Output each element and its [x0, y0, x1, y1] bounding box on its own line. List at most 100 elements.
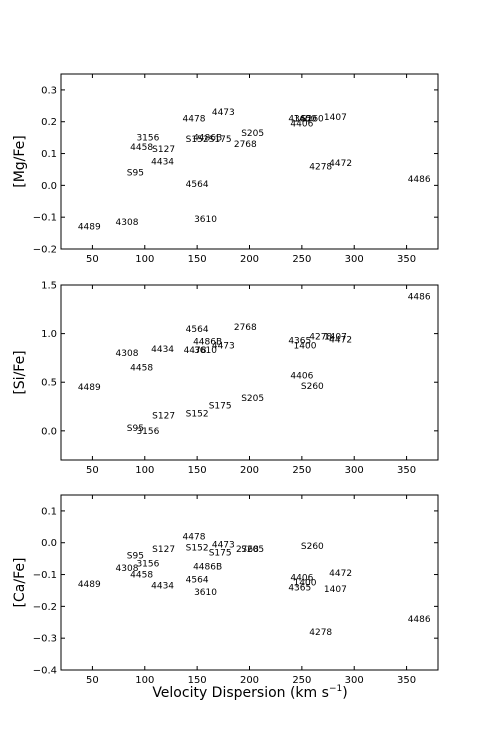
galaxy-label-4406: 4406 — [290, 119, 313, 129]
galaxy-label-4473: 4473 — [212, 341, 235, 351]
galaxy-label-4278: 4278 — [309, 333, 332, 343]
x-tick-label: 250 — [292, 254, 311, 265]
galaxy-label-3156: 3156 — [136, 427, 159, 437]
x-tick-label: 300 — [345, 675, 364, 686]
y-axis-label: [Si/Fe] — [12, 350, 28, 394]
y-tick-label: −0.1 — [33, 213, 57, 224]
galaxy-label-4434: 4434 — [151, 345, 174, 355]
galaxy-label-4478: 4478 — [184, 346, 207, 356]
galaxy-label-1407: 1407 — [324, 585, 347, 595]
galaxy-label-S260: S260 — [301, 542, 324, 552]
galaxy-label-S205: S205 — [241, 394, 264, 404]
galaxy-label-4308: 4308 — [116, 349, 139, 359]
galaxy-label-4489: 4489 — [78, 580, 101, 590]
galaxy-label-S95: S95 — [127, 551, 144, 561]
x-tick-label: 300 — [345, 254, 364, 265]
galaxy-label-4278: 4278 — [309, 162, 332, 172]
galaxy-label-S152: S152 — [186, 409, 209, 419]
galaxy-label-1400: 1400 — [294, 579, 317, 589]
galaxy-label-4308: 4308 — [116, 564, 139, 574]
y-tick-label: 0.0 — [41, 181, 57, 192]
galaxy-label-4472: 4472 — [329, 159, 352, 169]
y-tick-label: 0.0 — [41, 426, 57, 437]
y-tick-label: 1.5 — [41, 281, 57, 292]
panel-3: 50 100 150 200 250 300 350 −0.4 −0.3 −0.2 −0.1 0.0 0… — [12, 494, 439, 686]
x-axis-label-close: ) — [342, 685, 347, 701]
x-tick-label: 100 — [135, 675, 154, 686]
galaxy-label-S260: S260 — [301, 382, 324, 392]
panel-2: 50 100 150 200 250 300 350 0.0 0.5 1.0 1.5 [Si/Fe] 4… — [12, 281, 439, 476]
x-tick-label: 250 — [292, 675, 311, 686]
galaxy-label-S205: S205 — [241, 129, 264, 139]
y-tick-label: 0.0 — [41, 538, 57, 549]
galaxy-label-1400: 1400 — [294, 115, 317, 125]
galaxy-label-S127: S127 — [152, 545, 175, 555]
galaxy-label-2768: 2768 — [234, 323, 257, 333]
y-tick-label: −0.2 — [33, 245, 57, 256]
galaxy-label-S95: S95 — [127, 169, 144, 179]
galaxy-label-4478: 4478 — [183, 532, 206, 542]
x-tick-label: 100 — [135, 254, 154, 265]
galaxy-label-S175: S175 — [209, 548, 232, 558]
galaxy-label-4489: 4489 — [78, 223, 101, 233]
plot-frame — [60, 284, 439, 461]
x-tick-label: 200 — [240, 254, 259, 265]
galaxy-label-4564: 4564 — [186, 325, 209, 335]
x-tick-label: 50 — [86, 254, 99, 265]
x-tick-label: 250 — [292, 465, 311, 476]
x-axis-label-sup: −1 — [329, 684, 342, 694]
galaxy-label-4486B: 4486B — [193, 134, 222, 144]
y-tick-label: 0.3 — [41, 85, 57, 96]
galaxy-label-S205: S205 — [241, 545, 264, 555]
galaxy-label-2768: 2768 — [236, 545, 259, 555]
x-tick-label: 200 — [240, 465, 259, 476]
x-tick-label: 50 — [86, 675, 99, 686]
galaxy-label-4486B: 4486B — [193, 563, 222, 573]
galaxy-label-4486: 4486 — [408, 615, 431, 625]
galaxy-label-4489: 4489 — [78, 383, 101, 393]
x-axis-label: Velocity Dispersion (km s−1) — [152, 684, 347, 701]
galaxy-label-4472: 4472 — [329, 335, 352, 345]
galaxy-label-4458: 4458 — [130, 364, 153, 374]
galaxy-label-2768: 2768 — [234, 140, 257, 150]
x-axis-label-text: Velocity Dispersion (km s — [152, 685, 329, 701]
galaxy-label-3610: 3610 — [194, 588, 217, 598]
x-tick-label: 350 — [397, 675, 416, 686]
galaxy-label-1407: 1407 — [324, 333, 347, 343]
galaxy-label-S152: S152 — [186, 135, 209, 145]
galaxy-label-4406: 4406 — [290, 574, 313, 584]
galaxy-label-4478: 4478 — [183, 115, 206, 125]
galaxy-label-S175: S175 — [209, 402, 232, 412]
galaxy-label-4434: 4434 — [151, 158, 174, 168]
galaxy-label-4434: 4434 — [151, 582, 174, 592]
y-tick-label: 0.5 — [41, 378, 57, 389]
y-tick-label: 1.0 — [41, 329, 57, 340]
galaxy-label-S95: S95 — [127, 424, 144, 434]
galaxy-label-4472: 4472 — [329, 569, 352, 579]
y-tick-label: −0.1 — [33, 570, 57, 581]
plot-frame — [60, 494, 439, 671]
galaxy-label-1400: 1400 — [294, 341, 317, 351]
x-tick-label: 150 — [188, 675, 207, 686]
galaxy-label-S175: S175 — [209, 135, 232, 145]
galaxy-label-4308: 4308 — [116, 218, 139, 228]
x-tick-label: 200 — [240, 675, 259, 686]
galaxy-label-3610: 3610 — [194, 346, 217, 356]
y-tick-label: −0.2 — [33, 602, 57, 613]
galaxy-label-S152: S152 — [186, 544, 209, 554]
x-tick-label: 150 — [188, 254, 207, 265]
galaxy-label-3610: 3610 — [194, 215, 217, 225]
galaxy-label-3156: 3156 — [136, 559, 159, 569]
galaxy-label-3156: 3156 — [136, 134, 159, 144]
galaxy-label-4564: 4564 — [186, 180, 209, 190]
galaxy-label-S127: S127 — [152, 145, 175, 155]
galaxy-label-4564: 4564 — [186, 575, 209, 585]
galaxy-label-4278: 4278 — [309, 628, 332, 638]
y-tick-label: 0.2 — [41, 117, 57, 128]
galaxy-label-4473: 4473 — [212, 108, 235, 118]
galaxy-label-1407: 1407 — [324, 113, 347, 123]
galaxy-label-4458: 4458 — [130, 143, 153, 153]
galaxy-label-4365: 4365 — [288, 583, 311, 593]
y-axis-label: [Mg/Fe] — [12, 135, 28, 188]
